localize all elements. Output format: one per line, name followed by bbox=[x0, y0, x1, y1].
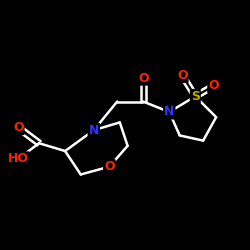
Text: O: O bbox=[104, 160, 115, 173]
Text: HO: HO bbox=[8, 152, 29, 165]
Text: O: O bbox=[13, 121, 24, 134]
Text: N: N bbox=[164, 106, 174, 118]
Text: O: O bbox=[208, 80, 219, 92]
Text: O: O bbox=[138, 72, 148, 85]
Text: N: N bbox=[88, 124, 99, 137]
Text: O: O bbox=[177, 69, 188, 82]
Text: S: S bbox=[191, 90, 200, 103]
